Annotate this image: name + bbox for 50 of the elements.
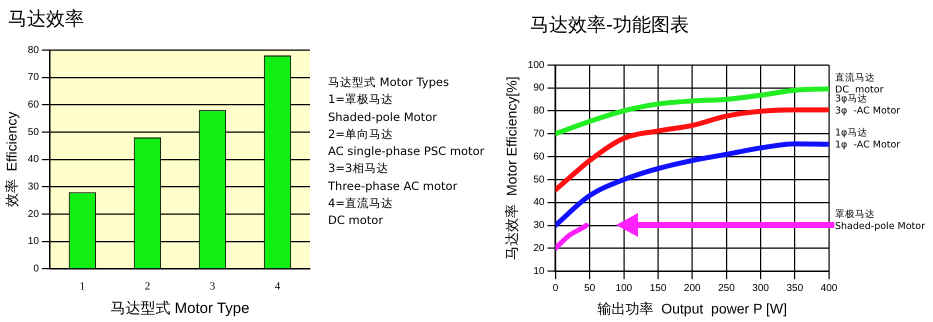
x-tick-label: 400 (820, 282, 838, 294)
text: 3=3相马达 (328, 161, 388, 176)
y-tick-label: 10 (533, 266, 545, 277)
text: 2=单向马达 (328, 126, 393, 141)
text: Three-phase AC motor (328, 178, 458, 193)
y-tick-label: 40 (533, 197, 545, 208)
x-tick-label: 100 (616, 282, 633, 294)
y-axis-title: 效率 Efficiency (3, 112, 20, 208)
text: 1=罩极马达 (328, 92, 393, 106)
x-tick-label: 150 (650, 282, 667, 294)
x-tick-label: 350 (786, 282, 804, 294)
y-tick-label: 80 (533, 106, 545, 117)
y-tick-label: 20 (28, 208, 40, 220)
y-tick-label: 30 (533, 220, 545, 232)
x-tick-label: 250 (718, 282, 736, 294)
x-tick-label: 4 (274, 280, 281, 292)
text: DC motor (328, 213, 384, 228)
x-axis-title: 输出功率 Output power P [W] (597, 300, 788, 316)
y-tick-label: 60 (28, 99, 40, 110)
y-tick-label: 30 (28, 182, 40, 192)
x-tick-label: 300 (752, 282, 770, 294)
y-tick-label: 50 (533, 174, 545, 186)
y-tick-label: 70 (533, 128, 545, 140)
series-label: 3φ马达 3φ -AC Motor (835, 92, 900, 116)
text: AC single-phase PSC motor (328, 144, 484, 158)
text: Shaded-pole Motor (328, 110, 437, 124)
text: 马达型式 Motor Types (328, 75, 449, 89)
y-tick-label: 90 (533, 82, 545, 94)
chart-title: 马达效率-功能图表 (530, 13, 689, 38)
text: 4=直流马达 (328, 196, 393, 210)
y-tick-label: 20 (533, 243, 545, 254)
y-axis-title: 马达效率 Motor Efficiency[%] (503, 76, 520, 260)
x-tick-label: 0 (552, 282, 559, 294)
x-axis-title: 马达型式 Motor Type (110, 300, 250, 318)
x-tick-label: 2 (144, 280, 150, 292)
x-tick-label: 50 (584, 282, 596, 294)
y-tick-label: 0 (33, 264, 40, 275)
y-tick-label: 100 (528, 60, 545, 71)
x-tick-label: 200 (684, 282, 702, 294)
y-tick-label: 50 (28, 126, 40, 138)
series-label: 1φ马达 1φ -AC Motor (835, 126, 900, 151)
y-tick-label: 10 (28, 236, 40, 248)
y-tick-label: 60 (533, 151, 545, 162)
y-tick-label: 70 (28, 72, 40, 84)
y-tick-label: 80 (28, 44, 40, 56)
chart-title: 马达效率 (8, 7, 84, 32)
text: 罩极马达 Shaded-pole Motor (835, 208, 926, 232)
x-tick-label: 3 (210, 280, 216, 292)
x-tick-label: 1 (80, 280, 86, 292)
y-tick-label: 40 (28, 154, 40, 166)
